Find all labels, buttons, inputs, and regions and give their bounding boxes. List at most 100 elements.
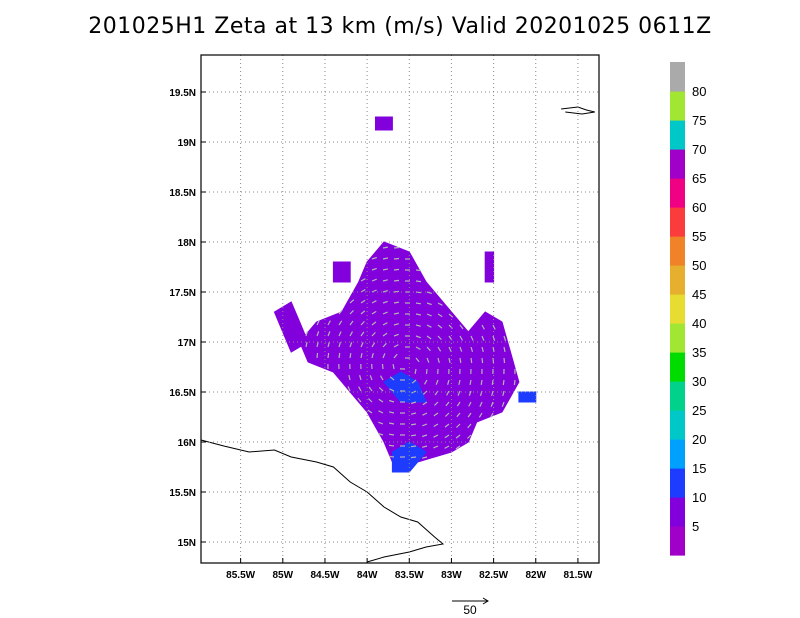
colorbar-swatch: [670, 410, 685, 440]
wind-vector: [456, 412, 461, 418]
wind-vector: [445, 401, 450, 407]
wind-vector: [360, 342, 364, 348]
x-tick-label: 84.5W: [311, 570, 340, 581]
wind-vector: [458, 379, 461, 386]
colorbar-label: 65: [692, 171, 706, 186]
wind-vector: [490, 412, 494, 418]
wind-vector: [423, 379, 428, 385]
x-tick-label: 84W: [357, 570, 378, 581]
wind-vector: [455, 423, 461, 428]
wind-vector: [389, 399, 395, 403]
wind-region-4: [375, 116, 393, 131]
wind-vector: [437, 346, 442, 352]
wind-vector: [389, 433, 395, 436]
wind-vector: [437, 357, 440, 363]
y-tick-label: 16.5N: [169, 388, 196, 399]
colorbar-swatch: [670, 381, 685, 411]
wind-vector: [349, 342, 353, 348]
wind-vector: [481, 324, 485, 330]
wind-vector: [371, 342, 376, 348]
wind-vector: [393, 279, 400, 282]
x-tick-label: 82.5W: [479, 570, 508, 581]
wind-vector: [467, 423, 472, 429]
wind-vector: [392, 363, 395, 370]
wind-vector: [481, 346, 484, 352]
coastline-cayman-islands: [561, 106, 595, 115]
colorbar-swatch: [670, 236, 685, 266]
y-tick-label: 17N: [178, 338, 196, 349]
wind-vector: [368, 386, 373, 392]
wind-vector: [426, 302, 432, 306]
wind-vector: [379, 375, 384, 381]
wind-vector: [446, 390, 450, 396]
wind-vector: [456, 401, 461, 407]
colorbar-label: 40: [692, 316, 706, 331]
wind-vector: [393, 353, 398, 359]
wind-vector: [468, 390, 472, 396]
wind-vector: [437, 302, 443, 306]
wind-vector: [444, 445, 450, 449]
colorbar-label: 80: [692, 84, 706, 99]
wind-vector: [382, 332, 388, 337]
wind-vector: [349, 309, 354, 315]
wind-vector: [381, 363, 384, 370]
wind-vector: [393, 301, 400, 304]
wind-vector: [360, 278, 366, 282]
wind-vector: [422, 390, 428, 395]
wind-vector: [371, 256, 377, 260]
wind-vector: [437, 335, 442, 341]
wind-vector: [455, 445, 461, 450]
plot-frame: [200, 54, 600, 564]
wind-vector: [410, 456, 417, 459]
y-axis-ticks: 15N 15.5N 16N 16.5N 17N 17.5N 18N 18.5N 19N 19.5N: [169, 88, 206, 549]
y-tick-label: 19.5N: [169, 88, 196, 99]
wind-vector: [349, 320, 354, 326]
wind-vector: [393, 312, 400, 315]
chart-title: 201025H1 Zeta at 13 km (m/s) Valid 20201…: [88, 14, 712, 39]
colorbar-swatch: [670, 91, 685, 121]
coastline-layer: [200, 106, 595, 563]
wind-vector: [305, 331, 309, 337]
wind-vector: [360, 299, 366, 304]
wind-vector: [421, 456, 428, 459]
wind-vector: [410, 412, 417, 415]
wind-vector: [360, 310, 366, 315]
wind-vector: [502, 379, 505, 386]
colorbar-swatch: [670, 468, 685, 498]
wind-vector: [444, 434, 450, 439]
wind-vector: [410, 423, 417, 426]
wind-vector: [338, 309, 343, 315]
colorbar-swatch: [670, 352, 685, 382]
wind-vector: [357, 397, 362, 403]
wind-vector: [426, 313, 432, 317]
colorbar-label: 30: [692, 374, 706, 389]
wind-vector: [444, 412, 450, 417]
wind-vector: [378, 387, 384, 392]
wind-vector: [437, 324, 443, 329]
wind-vector: [360, 331, 365, 337]
wind-vector: [388, 422, 395, 425]
vector-reference-key: 50: [452, 597, 489, 617]
wind-vector: [371, 321, 377, 326]
wind-vector: [382, 311, 388, 315]
wind-vector: [382, 322, 388, 326]
wind-vector: [316, 341, 319, 348]
y-tick-label: 17.5N: [169, 288, 196, 299]
wind-vector: [459, 357, 462, 363]
wind-vector: [415, 269, 422, 272]
wind-vector: [415, 335, 421, 339]
wind-vector: [426, 357, 430, 363]
wind-vector: [425, 368, 428, 375]
wind-vector: [371, 278, 377, 282]
wind-vector: [491, 379, 494, 385]
wind-vector: [388, 455, 395, 458]
wind-vector: [492, 335, 496, 341]
wind-vector: [388, 411, 395, 414]
wind-vector: [338, 320, 343, 326]
x-tick-label: 83W: [441, 570, 462, 581]
wind-region-2: [332, 261, 351, 283]
wind-vector: [426, 346, 431, 352]
colorbar-label: 60: [692, 200, 706, 215]
wind-vector: [382, 268, 389, 271]
wind-vector-layer: [305, 246, 516, 459]
